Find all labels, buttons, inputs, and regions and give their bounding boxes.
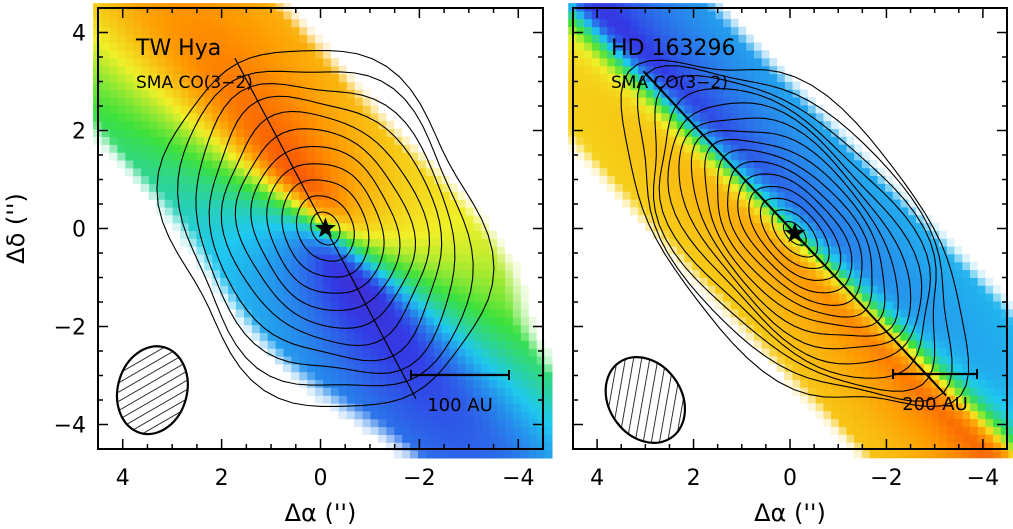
scale-bar: 200 AU: [892, 369, 978, 415]
y-tick-label: −2: [54, 316, 86, 341]
velocity-map: [93, 3, 553, 459]
x-axis-label: Δα (''): [285, 499, 357, 527]
panel-title: TW Hya: [135, 36, 221, 61]
y-tick-label: 4: [72, 22, 86, 47]
velocity-map: [568, 3, 1013, 459]
beam-ellipse: [604, 356, 687, 444]
star-icon: [784, 222, 806, 243]
scale-bar-label: 100 AU: [427, 395, 493, 416]
y-tick-label: 0: [72, 218, 86, 243]
y-tick-label: −4: [54, 414, 86, 439]
x-tick-label: −2: [870, 466, 902, 491]
axis-ticks: [97, 7, 544, 450]
panel-subtitle: SMA CO(3−2): [136, 73, 253, 93]
contour-line: [620, 59, 970, 408]
beam-ellipse: [115, 345, 189, 436]
scale-bar: 100 AU: [410, 370, 510, 416]
y-tick-label: 2: [72, 120, 86, 145]
x-axis-label: Δα (''): [754, 499, 826, 527]
x-tick-label: 0: [783, 466, 797, 491]
axis-ticks: [572, 7, 1008, 450]
x-tick-label: 4: [590, 466, 604, 491]
x-tick-label: −2: [403, 466, 435, 491]
x-tick-label: 4: [116, 466, 130, 491]
x-tick-label: −4: [502, 466, 534, 491]
x-tick-label: 2: [215, 466, 229, 491]
star-icon: [315, 217, 336, 238]
panel-subtitle: SMA CO(3−2): [611, 73, 728, 93]
scale-bar-label: 200 AU: [902, 394, 968, 415]
x-tick-label: −4: [967, 466, 999, 491]
x-tick-label: 0: [314, 466, 328, 491]
panel-hd-163296: 200 AU HD 163296 SMA CO(3−2) 4 2 0 −2 −4 Δα (''): [568, 3, 1013, 527]
panel-title: HD 163296: [611, 36, 735, 61]
y-axis-label: Δδ (''): [2, 193, 30, 264]
panel-tw-hya: 100 AU TW Hya SMA CO(3−2) 4 2 0 −2 −4 4 2 0 −2 −4 Δα …: [2, 3, 553, 527]
x-tick-label: 2: [687, 466, 701, 491]
